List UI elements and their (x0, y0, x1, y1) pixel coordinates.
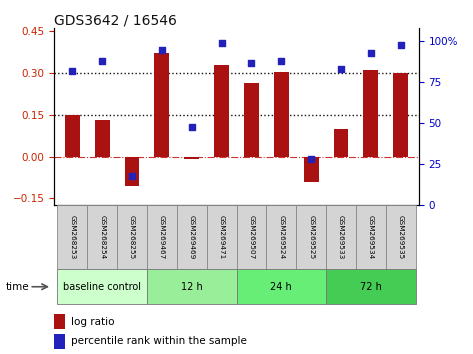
Bar (326, 205, 356, 269)
Text: GDS3642 / 16546: GDS3642 / 16546 (54, 13, 177, 27)
Bar (266, 205, 296, 269)
Bar (393, 73, 408, 156)
Bar (304, 156, 319, 182)
Bar (326, 269, 416, 304)
Point (98, 58, 106, 64)
Bar (386, 205, 416, 269)
Bar (95, 120, 110, 156)
Text: GSM269534: GSM269534 (368, 215, 374, 259)
Point (158, 47, 166, 52)
Bar (87, 205, 117, 269)
Bar (65, 115, 80, 156)
Bar (236, 205, 266, 269)
Text: 12 h: 12 h (181, 282, 202, 292)
Point (248, 60, 255, 65)
Bar (244, 83, 259, 156)
Bar (54, 334, 65, 348)
Point (128, 173, 136, 179)
Text: 72 h: 72 h (360, 282, 382, 292)
Text: GSM269524: GSM269524 (278, 215, 284, 259)
Text: GSM269533: GSM269533 (338, 215, 344, 259)
Text: GSM269507: GSM269507 (248, 215, 254, 259)
Text: GSM269467: GSM269467 (159, 215, 165, 259)
Bar (363, 70, 378, 156)
Text: GSM269525: GSM269525 (308, 215, 314, 259)
Text: GSM269535: GSM269535 (398, 215, 403, 259)
Bar (124, 156, 140, 186)
Point (397, 42, 404, 47)
Bar (57, 269, 147, 304)
Text: baseline control: baseline control (63, 282, 141, 292)
Point (278, 58, 285, 64)
Text: GSM269469: GSM269469 (189, 215, 195, 259)
Text: percentile rank within the sample: percentile rank within the sample (71, 336, 246, 346)
Point (337, 67, 345, 72)
Bar (117, 205, 147, 269)
Bar (214, 64, 229, 156)
Point (188, 124, 195, 130)
Text: GSM268255: GSM268255 (129, 215, 135, 259)
Point (218, 40, 225, 46)
Bar (236, 269, 326, 304)
Point (69, 68, 76, 74)
Bar (177, 205, 207, 269)
Bar (57, 205, 87, 269)
Bar (296, 205, 326, 269)
Bar (147, 205, 177, 269)
Text: GSM269471: GSM269471 (219, 215, 225, 259)
Bar (333, 129, 349, 156)
Bar (184, 156, 199, 159)
Text: log ratio: log ratio (71, 316, 114, 327)
Bar (54, 314, 65, 329)
Bar (356, 205, 386, 269)
Bar (207, 205, 236, 269)
Point (307, 156, 315, 162)
Text: GSM268253: GSM268253 (70, 215, 75, 259)
Bar (274, 72, 289, 156)
Point (367, 50, 375, 56)
Bar (147, 269, 236, 304)
Text: 24 h: 24 h (271, 282, 292, 292)
Text: time: time (6, 282, 29, 292)
Text: GSM268254: GSM268254 (99, 215, 105, 259)
Bar (154, 53, 169, 156)
